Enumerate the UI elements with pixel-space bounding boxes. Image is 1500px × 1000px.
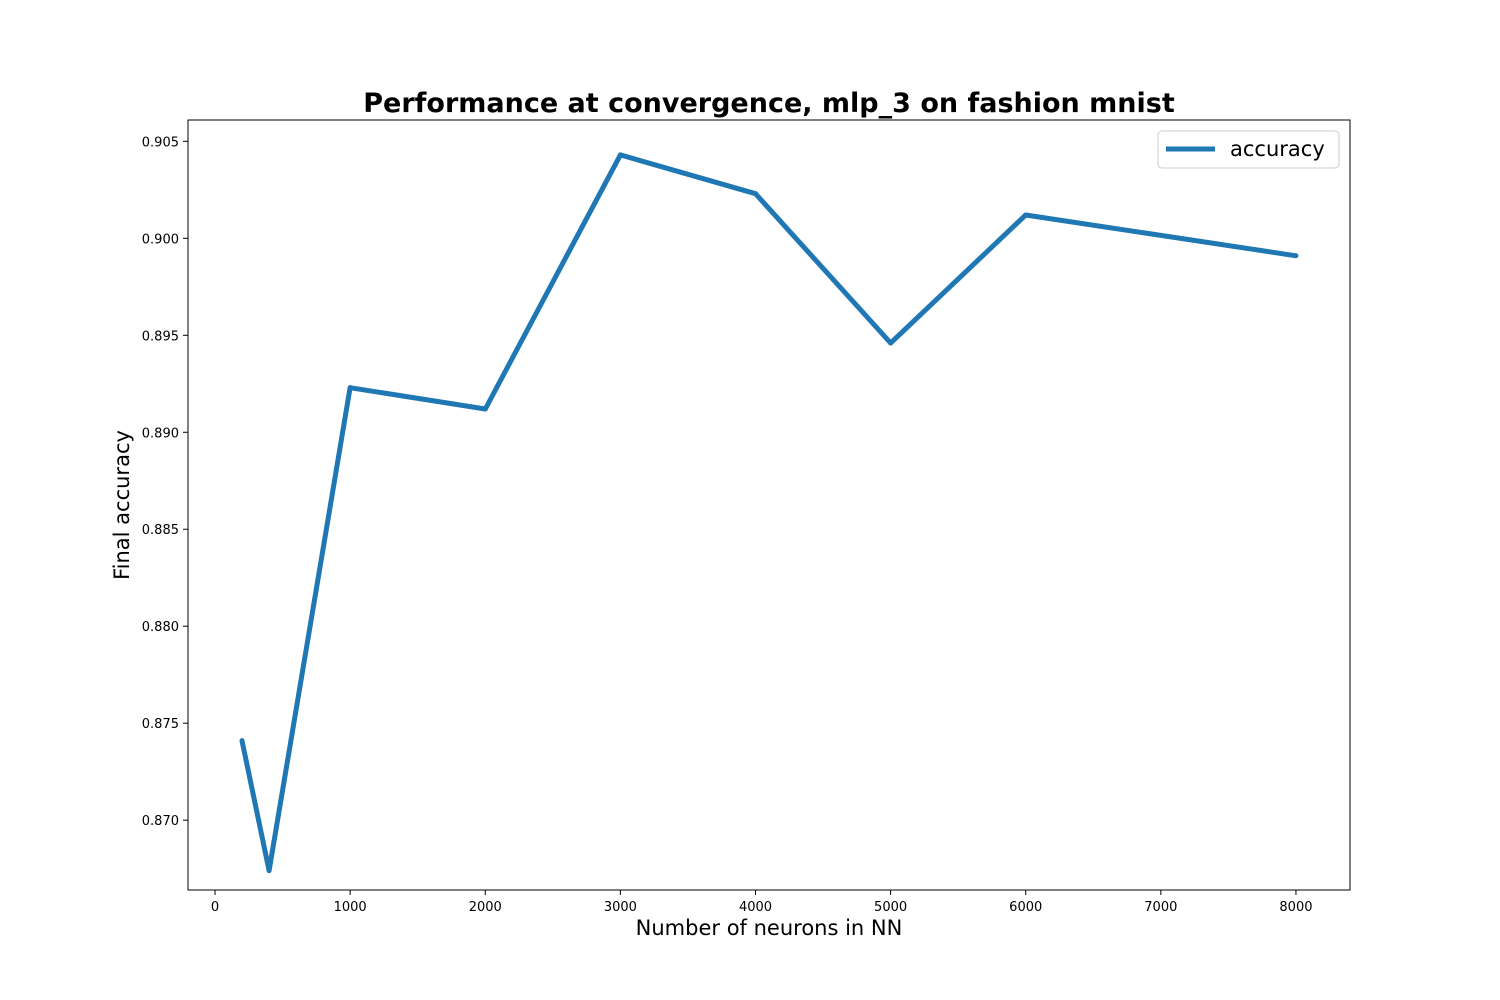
x-tick-label: 3000 [604,900,637,915]
y-tick-label: 0.870 [142,814,179,829]
y-tick-label: 0.905 [142,135,179,150]
legend-box [1157,130,1340,169]
data-point [888,340,894,346]
data-point [1293,253,1299,259]
x-tick-label: 6000 [1009,900,1042,915]
data-point [239,738,245,744]
legend-label: accuracy [1230,137,1325,161]
y-tick-label: 0.875 [142,717,179,732]
data-point [617,152,623,158]
data-point [1023,212,1029,218]
legend: accuracy [1157,130,1340,169]
data-point [347,385,353,391]
data-point [482,406,488,412]
chart-title: Performance at convergence, mlp_3 on fas… [363,88,1175,119]
data-point [266,868,272,874]
y-tick-label: 0.890 [142,426,179,441]
x-axis-label: Number of neurons in NN [636,916,903,940]
data-point [752,191,758,197]
y-tick-label: 0.895 [142,329,179,344]
x-tick-label: 2000 [469,900,502,915]
x-tick-label: 7000 [1144,900,1177,915]
y-tick-label: 0.900 [142,232,179,247]
x-tick-label: 4000 [739,900,772,915]
plot-area: 0 1000 2000 3000 4000 5000 6000 7000 8000 0.870 0.… [142,119,1351,915]
y-tick-label: 0.880 [142,620,179,635]
x-tick-label: 1000 [334,900,367,915]
x-tick-label: 0 [211,900,219,915]
x-tick-label: 5000 [874,900,907,915]
y-axis-label: Final accuracy [110,430,134,580]
plot-frame [187,119,1351,891]
y-tick-label: 0.885 [142,523,179,538]
x-tick-label: 8000 [1279,900,1312,915]
